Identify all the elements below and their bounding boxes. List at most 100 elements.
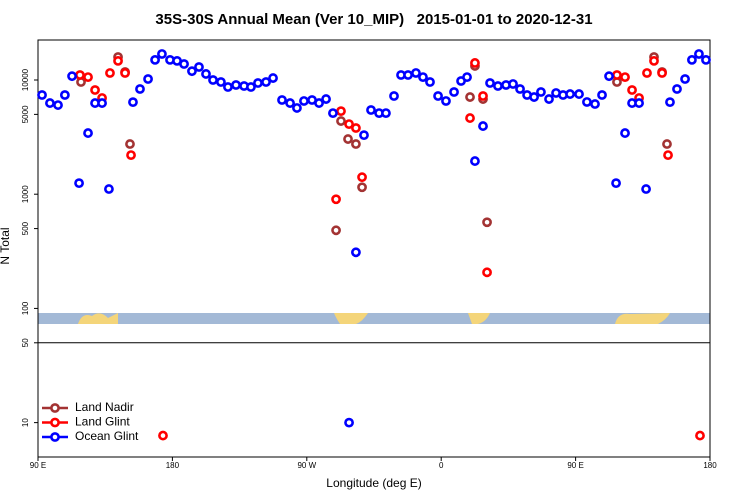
x-tick-label: 90 E bbox=[567, 461, 583, 470]
point bbox=[411, 68, 421, 78]
legend-marker bbox=[50, 432, 60, 442]
point bbox=[449, 87, 459, 97]
plot-frame bbox=[37, 39, 711, 458]
point bbox=[97, 98, 107, 108]
point bbox=[465, 92, 475, 102]
point bbox=[328, 108, 338, 119]
point bbox=[357, 182, 367, 193]
point bbox=[597, 90, 607, 100]
point bbox=[351, 123, 361, 133]
point bbox=[485, 78, 495, 88]
point bbox=[128, 97, 138, 108]
point bbox=[125, 139, 135, 149]
point bbox=[441, 96, 451, 106]
point bbox=[565, 89, 575, 99]
point bbox=[418, 72, 428, 83]
point bbox=[343, 134, 353, 144]
point bbox=[120, 68, 130, 78]
x-axis-label: Longitude (deg E) bbox=[326, 476, 421, 490]
point bbox=[321, 94, 331, 104]
y-tick-label: 50 bbox=[21, 338, 30, 347]
point bbox=[75, 70, 85, 80]
point bbox=[208, 75, 218, 85]
x-tick-label: 0 bbox=[439, 461, 444, 470]
point bbox=[216, 77, 226, 87]
point bbox=[83, 128, 93, 138]
y-tick-label: 100 bbox=[21, 301, 30, 315]
point bbox=[381, 108, 391, 119]
point bbox=[642, 68, 652, 78]
point bbox=[246, 82, 256, 92]
point bbox=[83, 72, 93, 83]
point bbox=[104, 184, 114, 194]
point bbox=[433, 91, 443, 101]
point bbox=[366, 105, 376, 115]
point bbox=[389, 91, 399, 101]
point bbox=[680, 74, 690, 84]
x-tick-label: 90 E bbox=[30, 461, 46, 470]
point bbox=[665, 97, 675, 108]
point bbox=[90, 85, 100, 95]
point bbox=[253, 78, 263, 88]
y-tick-label: 500 bbox=[21, 221, 30, 235]
legend-label: Land Glint bbox=[75, 415, 130, 429]
y-tick-label: 5000 bbox=[21, 105, 30, 123]
point bbox=[331, 194, 341, 205]
point bbox=[268, 73, 278, 83]
point bbox=[694, 49, 704, 59]
point bbox=[701, 54, 711, 65]
point bbox=[331, 225, 341, 236]
point bbox=[470, 58, 480, 68]
point bbox=[478, 121, 488, 131]
point bbox=[223, 82, 233, 92]
chart-title: 35S-30S Annual Mean (Ver 10_MIP) 2015-01… bbox=[155, 11, 592, 28]
point bbox=[482, 217, 492, 228]
point bbox=[641, 184, 651, 194]
point bbox=[515, 84, 525, 94]
point bbox=[634, 98, 644, 108]
point bbox=[574, 89, 584, 99]
y-tick-label: 1000 bbox=[21, 185, 30, 203]
legend-marker bbox=[50, 403, 60, 413]
point bbox=[662, 139, 672, 149]
point bbox=[612, 70, 622, 80]
point bbox=[201, 69, 211, 79]
legend-marker bbox=[50, 417, 60, 428]
point bbox=[359, 130, 369, 141]
point bbox=[53, 100, 63, 110]
point bbox=[425, 77, 435, 87]
point bbox=[470, 156, 480, 166]
point bbox=[143, 74, 153, 84]
point bbox=[187, 66, 197, 77]
point bbox=[344, 417, 354, 428]
point bbox=[611, 178, 621, 189]
point bbox=[351, 139, 361, 149]
point bbox=[135, 84, 145, 94]
point bbox=[37, 90, 47, 100]
point bbox=[231, 80, 241, 90]
point bbox=[582, 97, 592, 107]
point bbox=[465, 113, 475, 123]
point bbox=[357, 172, 367, 183]
point bbox=[285, 98, 295, 108]
point bbox=[336, 116, 346, 126]
point bbox=[261, 77, 271, 87]
point bbox=[277, 95, 287, 105]
point bbox=[663, 150, 673, 161]
point bbox=[672, 84, 682, 94]
point bbox=[529, 92, 539, 102]
point bbox=[194, 62, 204, 72]
x-tick-label: 180 bbox=[166, 461, 180, 470]
point bbox=[544, 94, 554, 104]
point bbox=[126, 150, 136, 161]
point bbox=[150, 54, 160, 65]
x-tick-label: 90 W bbox=[297, 461, 316, 470]
point bbox=[67, 71, 77, 82]
point bbox=[344, 119, 354, 130]
legend-label: Land Nadir bbox=[75, 400, 134, 414]
point bbox=[620, 72, 630, 83]
y-tick-label: 10000 bbox=[21, 68, 30, 91]
point bbox=[649, 55, 659, 66]
